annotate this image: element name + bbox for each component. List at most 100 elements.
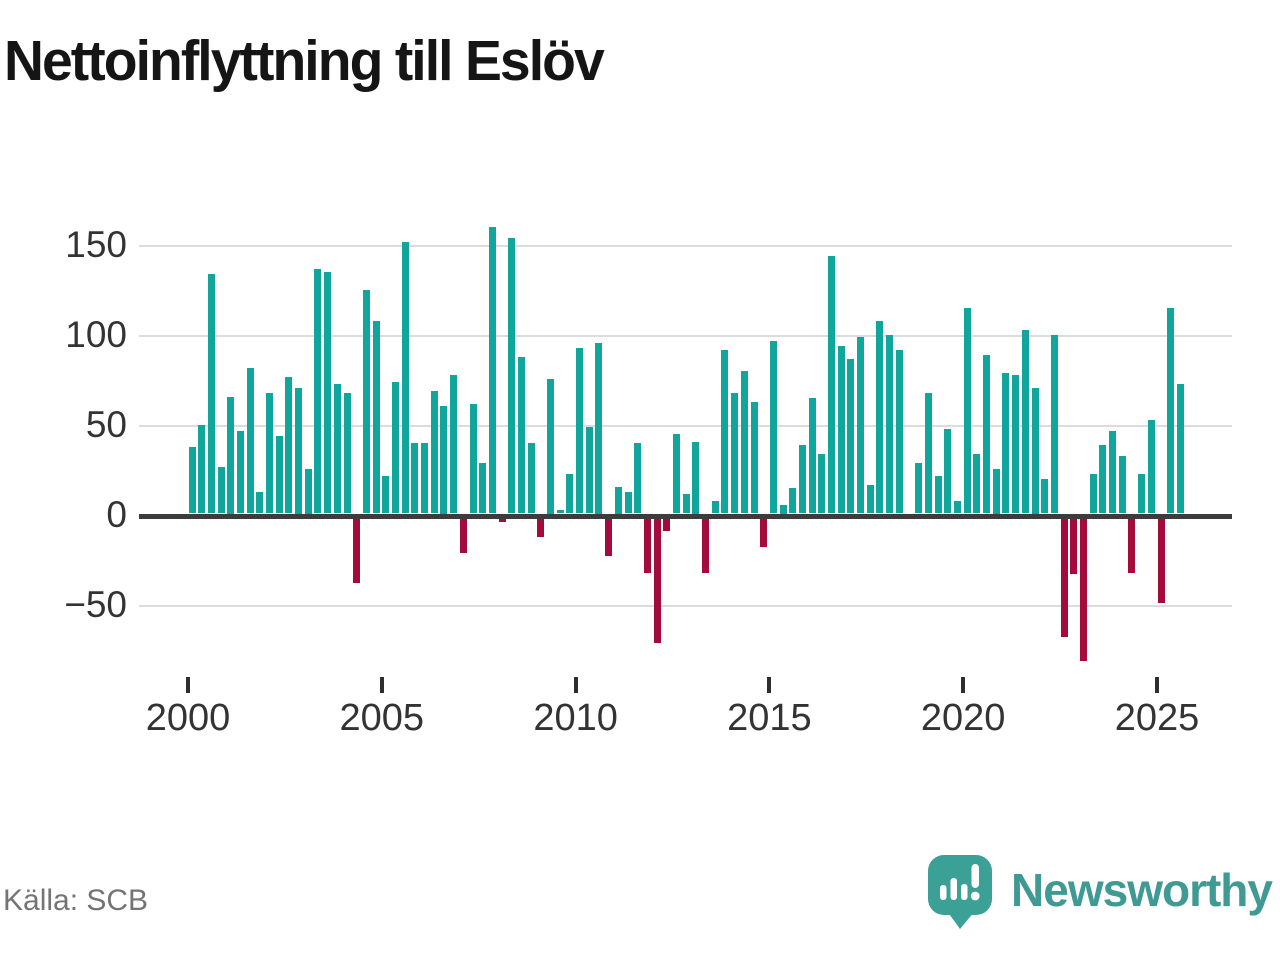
bar-2000-q4 bbox=[217, 466, 225, 514]
bar-2006-q1 bbox=[421, 443, 429, 514]
x-axis-tick bbox=[961, 677, 966, 693]
bar-2006-q2 bbox=[430, 391, 438, 514]
bar-2012-q4 bbox=[682, 493, 690, 514]
bar-2010-q3 bbox=[595, 342, 603, 514]
bar-2008-q3 bbox=[517, 356, 525, 514]
bar-2009-q4 bbox=[566, 473, 574, 514]
bar-2002-q1 bbox=[266, 392, 274, 514]
bar-2013-q3 bbox=[711, 500, 719, 514]
bar-2025-q3 bbox=[1176, 383, 1184, 514]
newsworthy-logo: Newsworthy bbox=[927, 854, 1273, 932]
bar-2002-q3 bbox=[285, 376, 293, 514]
bar-2005-q3 bbox=[401, 241, 409, 514]
x-axis-tick bbox=[379, 677, 384, 693]
y-axis-tick-label: −50 bbox=[64, 584, 127, 625]
bar-2015-q4 bbox=[798, 445, 806, 514]
bar-2003-q4 bbox=[333, 383, 341, 514]
bar-2023-q2 bbox=[1089, 473, 1097, 514]
bar-2011-q2 bbox=[624, 491, 632, 514]
x-axis-tick bbox=[767, 677, 772, 693]
bar-2003-q3 bbox=[324, 272, 332, 514]
bar-2020-q2 bbox=[973, 454, 981, 514]
bar-2006-q4 bbox=[450, 374, 458, 514]
bar-2012-q1 bbox=[653, 518, 661, 643]
bar-2007-q2 bbox=[469, 403, 477, 514]
gridline bbox=[139, 425, 1232, 427]
bar-2013-q4 bbox=[721, 349, 729, 514]
y-axis-tick-label: 0 bbox=[106, 494, 127, 535]
bar-2001-q1 bbox=[227, 396, 235, 514]
bar-2004-q1 bbox=[343, 392, 351, 514]
bar-2022-q1 bbox=[1041, 479, 1049, 514]
bar-2022-q2 bbox=[1050, 335, 1058, 514]
bar-2008-q4 bbox=[527, 443, 535, 514]
bar-2025-q1 bbox=[1157, 518, 1165, 604]
bar-2020-q1 bbox=[963, 308, 971, 514]
bar-2009-q3 bbox=[556, 509, 564, 514]
gridline bbox=[139, 605, 1232, 607]
bar-2018-q2 bbox=[895, 349, 903, 514]
bar-2012-q2 bbox=[663, 518, 671, 532]
bar-2010-q2 bbox=[585, 427, 593, 514]
y-axis-tick-label: 100 bbox=[65, 314, 127, 355]
bar-2018-q4 bbox=[915, 463, 923, 514]
bar-2008-q2 bbox=[508, 238, 516, 514]
bar-2002-q4 bbox=[295, 387, 303, 514]
bar-2023-q1 bbox=[1079, 518, 1087, 661]
bar-2021-q3 bbox=[1021, 329, 1029, 514]
bar-2015-q2 bbox=[779, 504, 787, 514]
bar-2007-q1 bbox=[459, 518, 467, 553]
bar-2001-q3 bbox=[246, 367, 254, 514]
bar-2016-q3 bbox=[828, 256, 836, 514]
bar-2019-q2 bbox=[934, 475, 942, 514]
newsworthy-logo-text: Newsworthy bbox=[1011, 864, 1273, 916]
bar-2017-q1 bbox=[847, 358, 855, 514]
bar-2022-q3 bbox=[1060, 518, 1068, 638]
bar-2011-q3 bbox=[634, 443, 642, 514]
bar-2003-q1 bbox=[304, 468, 312, 514]
bar-2021-q1 bbox=[1002, 373, 1010, 514]
bar-2014-q1 bbox=[731, 392, 739, 514]
bar-2025-q2 bbox=[1167, 308, 1175, 514]
bar-2020-q3 bbox=[983, 355, 991, 514]
bar-2000-q1 bbox=[188, 446, 196, 514]
bar-2007-q4 bbox=[488, 227, 496, 514]
bar-2005-q1 bbox=[382, 475, 390, 514]
bar-2010-q4 bbox=[605, 518, 613, 557]
chart-title: Nettoinflyttning till Eslöv bbox=[4, 29, 605, 93]
bar-2012-q3 bbox=[673, 434, 680, 514]
bar-2016-q4 bbox=[837, 346, 845, 514]
gridline bbox=[139, 245, 1232, 247]
bar-2020-q4 bbox=[992, 468, 1000, 514]
y-axis-tick-label: 150 bbox=[65, 224, 127, 265]
bar-2015-q3 bbox=[789, 488, 797, 514]
x-axis-tick bbox=[573, 677, 578, 693]
bar-2021-q2 bbox=[1012, 374, 1020, 514]
bar-2018-q1 bbox=[886, 335, 894, 514]
bar-2001-q2 bbox=[236, 430, 244, 514]
bar-2011-q4 bbox=[643, 518, 651, 573]
bar-2016-q2 bbox=[818, 454, 826, 514]
bar-2002-q2 bbox=[275, 436, 283, 514]
bar-2004-q2 bbox=[353, 518, 361, 584]
bar-2001-q4 bbox=[256, 491, 264, 514]
bar-2004-q4 bbox=[372, 320, 380, 514]
bar-2009-q2 bbox=[547, 378, 555, 514]
zero-axis-line bbox=[139, 513, 1232, 519]
bar-2006-q3 bbox=[440, 405, 448, 514]
bar-2017-q4 bbox=[876, 320, 884, 514]
bar-2014-q4 bbox=[760, 518, 768, 548]
bar-2013-q1 bbox=[692, 441, 700, 514]
bar-2004-q3 bbox=[362, 290, 370, 514]
bar-2003-q2 bbox=[314, 268, 322, 514]
bar-2000-q3 bbox=[207, 274, 215, 514]
bar-2021-q4 bbox=[1031, 387, 1039, 514]
bar-2024-q4 bbox=[1147, 419, 1155, 514]
bar-2007-q3 bbox=[479, 463, 487, 514]
bar-2008-q1 bbox=[498, 518, 506, 523]
x-axis-tick-label: 2010 bbox=[533, 697, 618, 739]
bar-2024-q1 bbox=[1118, 455, 1126, 514]
x-axis-tick-label: 2020 bbox=[920, 697, 1006, 739]
